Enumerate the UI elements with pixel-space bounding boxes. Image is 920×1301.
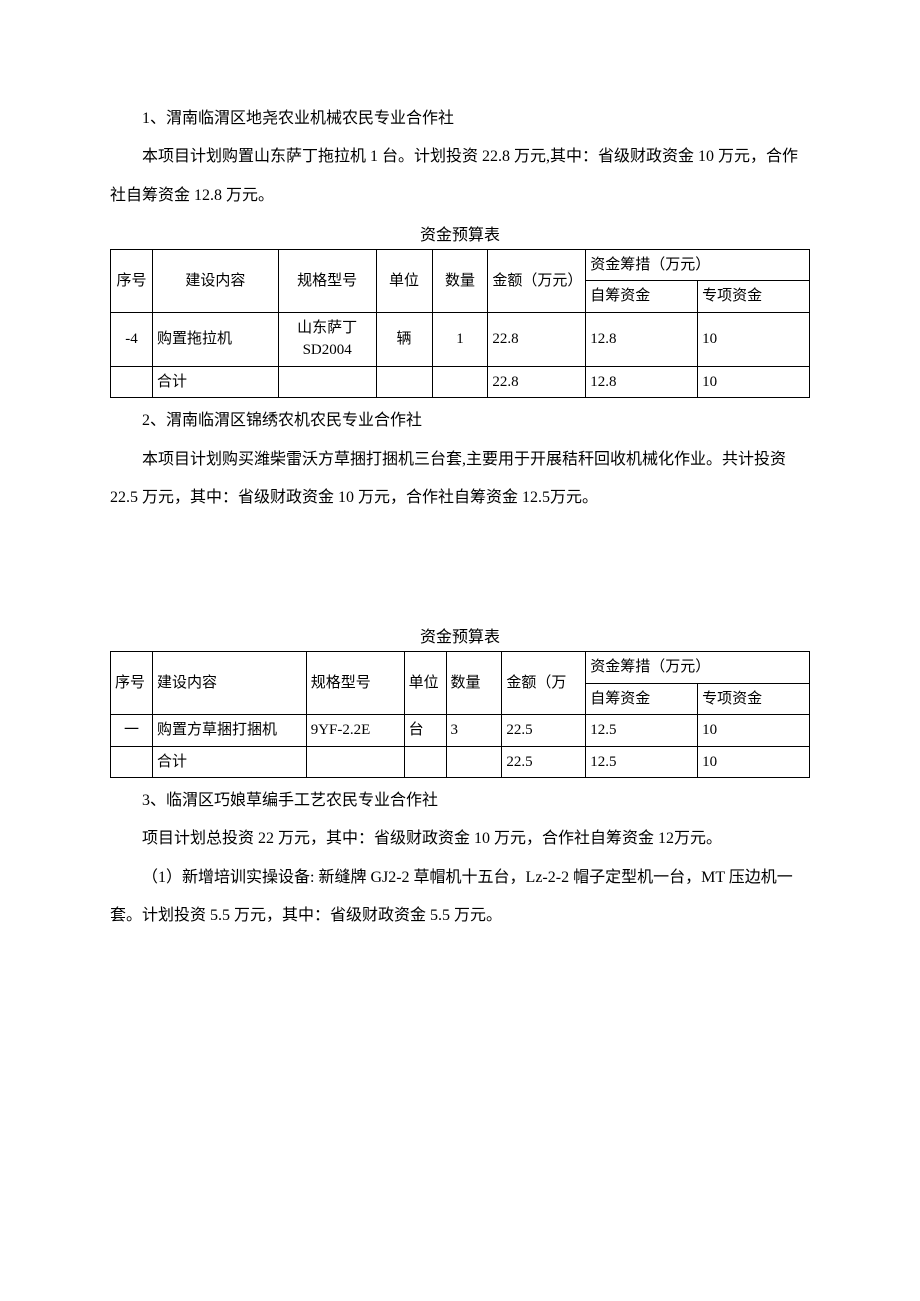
table-row: 合计 22.5 12.5 10 — [111, 746, 810, 778]
col-special: 专项资金 — [698, 683, 810, 715]
col-content: 建设内容 — [152, 249, 278, 312]
col-spec: 规格型号 — [306, 652, 404, 715]
cell-total-special: 10 — [698, 746, 810, 778]
cell-unit: 辆 — [376, 312, 432, 366]
budget-table-1: 序号 建设内容 规格型号 单位 数量 金额（万元） 资金筹措（万元） 自筹资金 … — [110, 249, 810, 399]
col-seq: 序号 — [111, 652, 153, 715]
col-self: 自筹资金 — [586, 683, 698, 715]
cell-total-label: 合计 — [152, 746, 306, 778]
cell-special: 10 — [698, 715, 810, 747]
table-row: 合计 22.8 12.8 10 — [111, 366, 810, 398]
col-funding: 资金筹措（万元） — [586, 652, 810, 684]
col-content: 建设内容 — [152, 652, 306, 715]
col-qty: 数量 — [446, 652, 502, 715]
table-row: 序号 建设内容 规格型号 单位 数量 金额（万元） 资金筹措（万元） — [111, 249, 810, 281]
table2-title: 资金预算表 — [110, 625, 810, 651]
col-funding: 资金筹措（万元） — [586, 249, 810, 281]
col-unit: 单位 — [404, 652, 446, 715]
section2-para1: 本项目计划购买潍柴雷沃方草捆打捆机三台套,主要用于开展秸秆回收机械化作业。共计投… — [110, 441, 810, 518]
table1-title: 资金预算表 — [110, 223, 810, 249]
cell-total-self: 12.5 — [586, 746, 698, 778]
spacer — [110, 517, 810, 617]
document-page: 1、渭南临渭区地尧农业机械农民专业合作社 本项目计划购置山东萨丁拖拉机 1 台。… — [0, 0, 920, 996]
col-unit: 单位 — [376, 249, 432, 312]
col-amount: 金额（万元） — [488, 249, 586, 312]
col-amount: 金额（万 — [502, 652, 586, 715]
cell-qty: 3 — [446, 715, 502, 747]
col-self: 自筹资金 — [586, 281, 698, 313]
section3-para2: （1）新增培训实操设备: 新缝牌 GJ2-2 草帽机十五台，Lz-2-2 帽子定… — [110, 859, 810, 936]
table-row: 序号 建设内容 规格型号 单位 数量 金额（万 资金筹措（万元） — [111, 652, 810, 684]
cell-amount: 22.5 — [502, 715, 586, 747]
cell-special: 10 — [698, 312, 810, 366]
col-seq: 序号 — [111, 249, 153, 312]
cell-spec: 9YF-2.2E — [306, 715, 404, 747]
budget-table-2: 序号 建设内容 规格型号 单位 数量 金额（万 资金筹措（万元） 自筹资金 专项… — [110, 651, 810, 778]
col-special: 专项资金 — [698, 281, 810, 313]
table-row: -4 购置拖拉机 山东萨丁SD2004 辆 1 22.8 12.8 10 — [111, 312, 810, 366]
section1-para1: 本项目计划购置山东萨丁拖拉机 1 台。计划投资 22.8 万元,其中：省级财政资… — [110, 138, 810, 215]
cell-self: 12.8 — [586, 312, 698, 366]
section1-heading: 1、渭南临渭区地尧农业机械农民专业合作社 — [110, 100, 810, 138]
table-row: 一 购置方草捆打捆机 9YF-2.2E 台 3 22.5 12.5 10 — [111, 715, 810, 747]
cell-qty: 1 — [432, 312, 488, 366]
cell-total-self: 12.8 — [586, 366, 698, 398]
cell-total-amount: 22.8 — [488, 366, 586, 398]
cell-content: 购置拖拉机 — [152, 312, 278, 366]
cell-seq: 一 — [111, 715, 153, 747]
cell-spec: 山东萨丁SD2004 — [278, 312, 376, 366]
cell-seq — [111, 366, 153, 398]
section2-heading: 2、渭南临渭区锦绣农机农民专业合作社 — [110, 402, 810, 440]
cell-content: 购置方草捆打捆机 — [152, 715, 306, 747]
cell-seq — [111, 746, 153, 778]
cell-amount: 22.8 — [488, 312, 586, 366]
cell-total-label: 合计 — [152, 366, 278, 398]
cell-total-special: 10 — [698, 366, 810, 398]
cell-total-amount: 22.5 — [502, 746, 586, 778]
col-spec: 规格型号 — [278, 249, 376, 312]
col-qty: 数量 — [432, 249, 488, 312]
section3-para1: 项目计划总投资 22 万元，其中：省级财政资金 10 万元，合作社自筹资金 12… — [110, 820, 810, 858]
cell-unit: 台 — [404, 715, 446, 747]
section3-heading: 3、临渭区巧娘草编手工艺农民专业合作社 — [110, 782, 810, 820]
cell-seq: -4 — [111, 312, 153, 366]
cell-self: 12.5 — [586, 715, 698, 747]
